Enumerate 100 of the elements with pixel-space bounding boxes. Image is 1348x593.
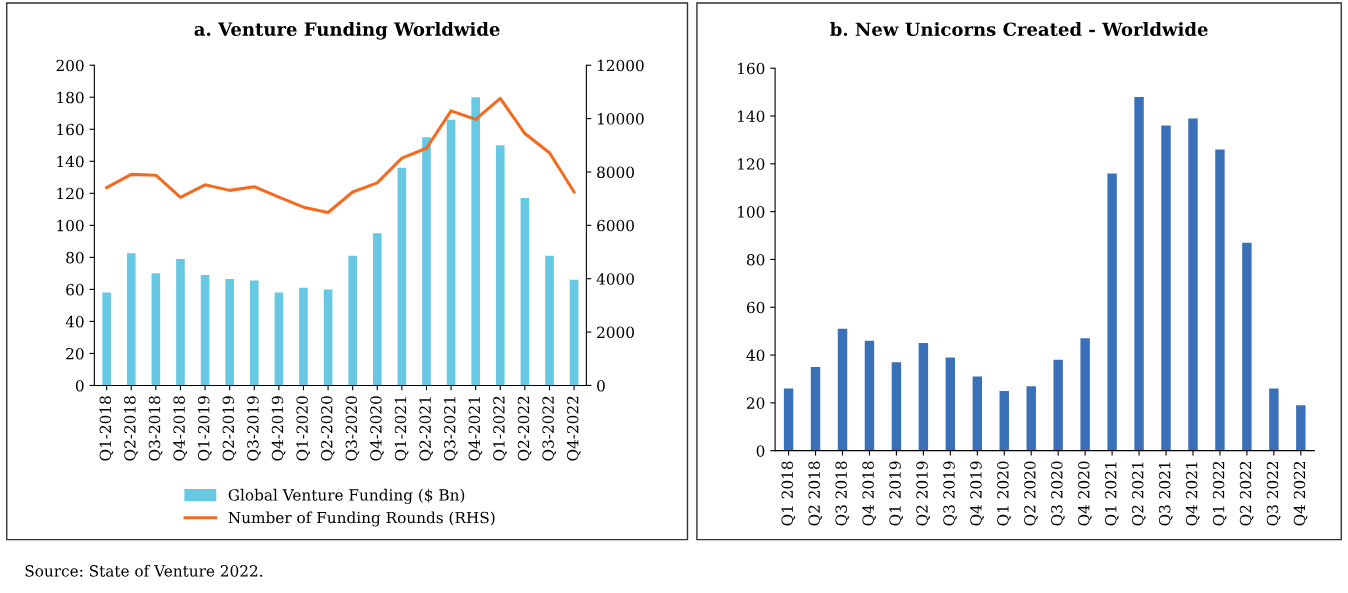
y-tick-label: 0: [756, 445, 765, 457]
x-tick-label: Q1 2018: [781, 461, 796, 526]
y-tick-label: 60: [746, 301, 765, 314]
x-tick-label: Q4-2019: [271, 396, 286, 461]
bar: [126, 253, 136, 386]
x-tick-label: Q4-2018: [173, 396, 188, 461]
bar: [545, 255, 554, 386]
x-tick-label: Q2-2021: [419, 397, 434, 461]
x-tick-label: Q3 2020: [1051, 461, 1065, 526]
bar: [1134, 96, 1144, 451]
bar: [176, 258, 185, 386]
x-tick-label: Q1-2018: [99, 396, 114, 461]
x-tick-label: Q2-2019: [222, 396, 237, 461]
source-note: Source: State of Venture 2022.: [25, 564, 263, 577]
legend-label: Global Venture Funding ($ Bn): [228, 488, 465, 504]
x-tick-label: Q3 2019: [943, 461, 957, 526]
x-tick-label: Q1 2019: [889, 461, 904, 526]
y-tick-label: 120: [738, 158, 765, 170]
x-tick-label: Q3-2018: [148, 396, 163, 461]
bar: [1053, 359, 1063, 451]
bar: [891, 362, 902, 451]
y2-tick-label: 0: [597, 379, 605, 392]
y-tick-label: 140: [738, 110, 765, 123]
bar: [1269, 388, 1279, 451]
x-tick-label: Q4 2019: [970, 461, 984, 526]
bar: [151, 273, 161, 386]
bar: [1242, 242, 1252, 451]
x-tick-label: Q3-2021: [443, 397, 458, 461]
bar: [810, 367, 821, 451]
bar: [999, 390, 1009, 451]
bar: [972, 376, 983, 451]
bar: [864, 340, 875, 451]
x-tick-label: Q2 2022: [1239, 461, 1254, 526]
x-tick-label: Q4-2021: [468, 397, 483, 461]
bar: [299, 287, 308, 386]
bar: [1107, 173, 1117, 451]
y2-tick-label: 10000: [597, 113, 644, 125]
y-tick-label: 160: [57, 123, 84, 136]
x-tick-label: Q1-2021: [394, 397, 409, 461]
y-tick-label: 100: [738, 206, 765, 218]
bar: [397, 167, 407, 386]
x-tick-label: Q4 2021: [1185, 462, 1200, 526]
x-tick-label: Q1-2019: [197, 396, 212, 461]
y-tick-label: 40: [65, 315, 84, 328]
bar: [249, 280, 259, 386]
bar: [945, 357, 956, 451]
y-tick-label: 40: [746, 349, 765, 362]
bar: [1215, 149, 1225, 451]
x-tick-label: Q4 2018: [862, 461, 877, 526]
bar: [1080, 338, 1090, 451]
x-tick-label: Q3 2022: [1266, 461, 1281, 526]
y-tick-label: 20: [66, 347, 84, 360]
y-tick-label: 60: [66, 283, 84, 296]
x-tick-label: Q3 2018: [835, 461, 850, 526]
bar: [471, 97, 480, 386]
x-tick-label: Q3-2022: [542, 396, 557, 461]
y-tick-label: 120: [57, 187, 84, 200]
bar: [274, 292, 284, 386]
x-tick-label: Q3-2019: [247, 396, 261, 461]
bar: [225, 278, 234, 386]
bar: [520, 198, 530, 386]
y2-tick-label: 2000: [597, 326, 634, 339]
x-tick-label: Q2-2020: [320, 396, 335, 461]
x-tick-label: Q4 2020: [1078, 461, 1092, 526]
y2-tick-label: 6000: [597, 219, 634, 232]
bar: [102, 292, 111, 386]
bar: [446, 119, 456, 386]
x-tick-label: Q4-2020: [370, 396, 384, 461]
bar: [200, 274, 210, 386]
x-tick-label: Q2-2022: [517, 396, 532, 461]
x-tick-label: Q1-2022: [493, 396, 507, 461]
bar: [1188, 118, 1198, 451]
y2-tick-label: 4000: [596, 273, 634, 285]
y-tick-label: 160: [738, 62, 765, 75]
x-tick-label: Q2 2018: [808, 461, 823, 526]
x-tick-label: Q1 2021: [1104, 462, 1119, 526]
x-tick-label: Q1 2020: [997, 461, 1011, 526]
y-tick-label: 0: [75, 379, 84, 392]
y-tick-label: 80: [66, 251, 84, 264]
bar: [783, 388, 794, 451]
chart-title: b. New Unicorns Created - Worldwide: [830, 22, 1208, 37]
bar: [422, 137, 431, 386]
bar: [837, 328, 848, 451]
x-tick-label: Q3-2020: [345, 396, 360, 461]
y2-tick-label: 12000: [597, 59, 644, 72]
bar: [918, 343, 929, 451]
x-tick-label: Q4-2022: [566, 396, 581, 461]
legend-label: Number of Funding Rounds (RHS): [228, 511, 495, 527]
x-tick-label: Q2-2018: [124, 396, 138, 461]
x-tick-label: Q3 2021: [1158, 462, 1173, 526]
x-tick-label: Q1 2022: [1212, 461, 1227, 526]
y-tick-label: 180: [57, 91, 84, 104]
y-tick-label: 80: [746, 253, 765, 266]
bar: [569, 279, 579, 386]
bar: [1026, 386, 1036, 451]
x-tick-label: Q2 2021: [1131, 462, 1146, 526]
y-tick-label: 200: [56, 59, 84, 72]
line-series: [105, 96, 576, 215]
x-tick-label: Q4 2022: [1293, 461, 1308, 526]
y2-tick-label: 8000: [597, 166, 634, 178]
